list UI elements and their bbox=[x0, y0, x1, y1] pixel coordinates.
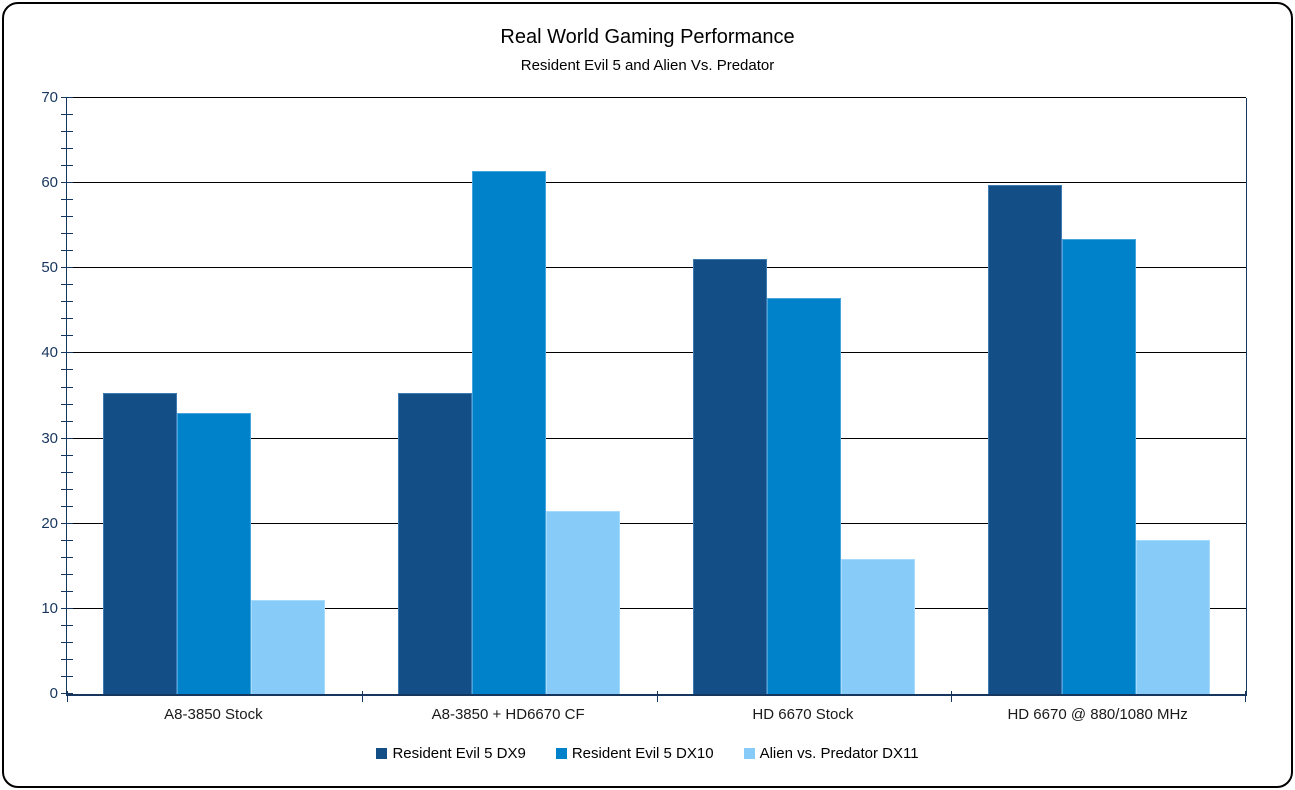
bar bbox=[840, 559, 915, 694]
x-axis-tick bbox=[951, 691, 953, 702]
plot-area: 0 10 20 30 40 50 60 70 bbox=[41, 90, 1247, 702]
y-axis-tick bbox=[61, 182, 73, 184]
legend-swatch bbox=[376, 748, 388, 759]
y-axis-tick bbox=[61, 437, 73, 439]
legend-item: Alien vs. Predator DX11 bbox=[743, 745, 919, 762]
bar bbox=[251, 600, 326, 694]
y-axis-tick bbox=[61, 386, 73, 388]
gridline bbox=[67, 97, 1246, 98]
y-axis-label: 50 bbox=[41, 259, 58, 277]
y-axis-tick bbox=[61, 505, 73, 507]
y-axis-tick bbox=[61, 488, 73, 490]
legend: Resident Evil 5 DX9 Resident Evil 5 DX10 A… bbox=[4, 745, 1291, 762]
chart-subtitle: Resident Evil 5 and Alien Vs. Predator bbox=[520, 57, 775, 74]
y-axis-tick bbox=[61, 420, 73, 422]
y-axis-label: 10 bbox=[41, 599, 58, 617]
y-axis-label: 60 bbox=[41, 174, 58, 192]
y-axis-tick bbox=[61, 148, 73, 150]
y-axis-label: 0 bbox=[49, 685, 58, 702]
y-axis-tick bbox=[61, 216, 73, 218]
y-axis-tick bbox=[61, 233, 73, 235]
chart-title: Real World Gaming Performance bbox=[500, 26, 795, 48]
y-axis-tick bbox=[61, 573, 73, 575]
y-axis-tick bbox=[61, 641, 73, 643]
gridline bbox=[67, 437, 1246, 439]
y-axis-tick bbox=[61, 335, 73, 337]
legend-label: Alien vs. Predator DX11 bbox=[759, 745, 919, 762]
y-axis-label: 30 bbox=[41, 429, 58, 447]
y-axis-tick bbox=[61, 556, 73, 558]
y-axis-tick bbox=[61, 590, 73, 592]
gridline bbox=[67, 267, 1246, 269]
x-axis-tick bbox=[67, 691, 68, 702]
y-axis-tick bbox=[61, 267, 73, 269]
gridline bbox=[67, 182, 1246, 184]
y-axis-label: 20 bbox=[41, 514, 58, 532]
x-axis-tick bbox=[656, 691, 658, 702]
y-axis-tick bbox=[61, 454, 73, 456]
y-axis-tick bbox=[61, 352, 73, 354]
y-axis-tick bbox=[61, 114, 73, 116]
category-label: A8-3850 Stock bbox=[164, 706, 263, 723]
legend-swatch bbox=[743, 748, 755, 759]
bar bbox=[472, 171, 547, 694]
y-axis-label: 70 bbox=[41, 89, 58, 106]
category-label: A8-3850 + HD6670 CF bbox=[431, 706, 585, 723]
category-label: HD 6670 @ 880/1080 MHz bbox=[1007, 706, 1188, 723]
x-axis-tick bbox=[1245, 691, 1246, 702]
y-axis-tick bbox=[61, 250, 73, 252]
y-axis-tick bbox=[61, 607, 73, 609]
bar bbox=[692, 258, 767, 694]
legend-label: Resident Evil 5 DX10 bbox=[571, 745, 714, 762]
y-axis-tick bbox=[61, 97, 73, 98]
y-axis-tick bbox=[61, 301, 73, 303]
y-axis-tick bbox=[61, 131, 73, 133]
bar bbox=[103, 392, 178, 694]
bar bbox=[398, 393, 473, 694]
y-axis-tick bbox=[61, 522, 73, 524]
y-axis-tick bbox=[61, 165, 73, 167]
y-axis-tick bbox=[61, 318, 73, 320]
bar bbox=[987, 184, 1062, 694]
legend-item: Resident Evil 5 DX9 bbox=[376, 745, 526, 762]
x-axis-tick bbox=[361, 691, 363, 702]
y-axis-tick bbox=[61, 403, 73, 405]
gridline bbox=[67, 607, 1246, 609]
bar bbox=[546, 510, 621, 694]
legend-item: Resident Evil 5 DX10 bbox=[555, 745, 714, 762]
bar bbox=[1061, 239, 1136, 694]
legend-label: Resident Evil 5 DX9 bbox=[392, 745, 526, 762]
y-axis-tick bbox=[61, 199, 73, 201]
bar bbox=[766, 298, 841, 694]
gridline bbox=[67, 352, 1246, 354]
y-axis-tick bbox=[61, 658, 73, 660]
y-axis-tick bbox=[61, 369, 73, 371]
legend-swatch bbox=[555, 748, 567, 759]
bar bbox=[177, 413, 252, 694]
y-axis-tick bbox=[61, 539, 73, 541]
category-label: HD 6670 Stock bbox=[752, 706, 854, 723]
y-axis-tick bbox=[61, 284, 73, 286]
y-axis-tick bbox=[61, 624, 73, 626]
y-axis-label: 40 bbox=[41, 344, 58, 362]
bar bbox=[1135, 539, 1210, 694]
y-axis-tick bbox=[61, 471, 73, 473]
gridline bbox=[67, 522, 1246, 524]
y-axis-tick bbox=[61, 675, 73, 677]
